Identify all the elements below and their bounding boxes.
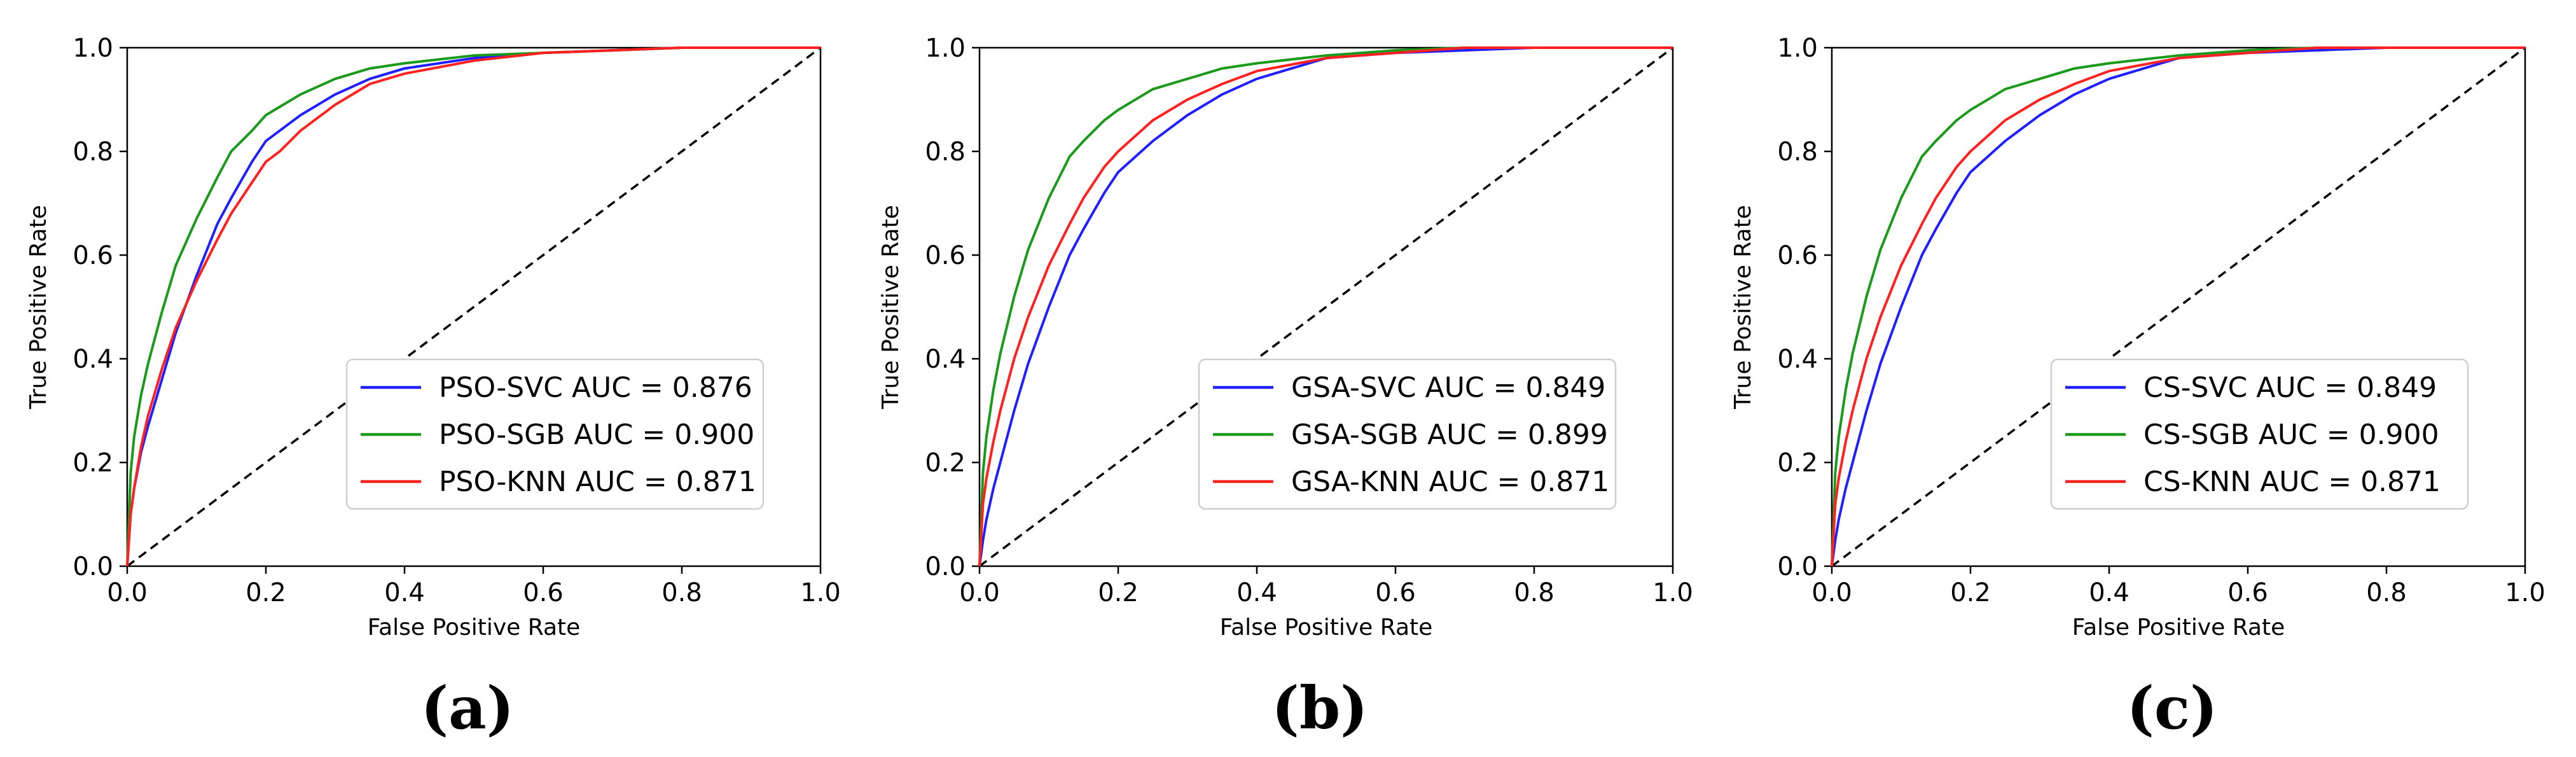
y-tick-label: 0.4	[925, 345, 966, 374]
y-tick-label: 0.0	[1777, 552, 1818, 581]
roc-series-line-3	[1831, 46, 2525, 567]
y-axis-label: True Positive Rate	[1730, 205, 1756, 410]
roc-chart-svg: 0.0 0.2 0.4 0.6 0.8 1.0 0.0 0.2 0.4 0.6 0.8 1.0 Fals…	[878, 34, 1693, 742]
roc-panel-b: 0.0 0.2 0.4 0.6 0.8 1.0 0.0 0.2 0.4 0.6 0.8 1.0 Fals…	[852, 0, 1705, 757]
y-tick-label: 0.2	[1777, 448, 1818, 478]
y-tick-label: 0.8	[73, 137, 113, 167]
y-axis-label: True Positive Rate	[25, 205, 52, 410]
x-tick-label: 0.2	[1950, 578, 1991, 608]
panel-caption: (b)	[1271, 674, 1368, 742]
y-tick-label: 0.2	[73, 448, 113, 478]
y-tick-label: 0.8	[925, 137, 966, 167]
roc-panel-c: 0.0 0.2 0.4 0.6 0.8 1.0 0.0 0.2 0.4 0.6 0.8 1.0 Fals…	[1705, 0, 2557, 757]
roc-series-line-3	[126, 46, 821, 567]
x-tick-label: 1.0	[1652, 578, 1693, 608]
x-tick-label: 0.6	[1375, 578, 1416, 608]
legend-entry-label: GSA-SVC AUC = 0.849	[1291, 372, 1605, 404]
y-tick-label: 0.8	[1777, 137, 1818, 167]
roc-series-line-3	[978, 46, 1673, 567]
chance-diagonal-line	[1831, 46, 2526, 567]
y-axis-label: True Positive Rate	[878, 205, 904, 410]
chance-diagonal-line	[126, 46, 822, 567]
legend-entry-label: CS-KNN AUC = 0.871	[2143, 466, 2441, 498]
y-tick-label: 0.4	[1777, 345, 1818, 374]
x-tick-label: 1.0	[2505, 578, 2545, 608]
plot-frame	[978, 46, 1674, 567]
x-tick-label: 0.8	[661, 578, 702, 608]
x-tick-label: 0.0	[107, 578, 148, 608]
legend-box	[345, 358, 765, 510]
x-tick-label: 0.8	[2366, 578, 2407, 608]
x-axis-label: False Positive Rate	[368, 615, 581, 641]
y-tick-label: 0.6	[73, 241, 113, 270]
legend-entry-label: GSA-KNN AUC = 0.871	[1291, 466, 1609, 498]
x-tick-label: 0.4	[384, 578, 425, 608]
x-axis-label: False Positive Rate	[2072, 615, 2285, 641]
plot-frame	[1831, 46, 2526, 567]
x-tick-label: 0.4	[1236, 578, 1277, 608]
roc-panel-a: 0.0 0.2 0.4 0.6 0.8 1.0 0.0 0.2 0.4 0.6 0.8 1.0 Fals…	[0, 0, 852, 757]
x-tick-label: 0.2	[246, 578, 286, 608]
chance-diagonal-line	[978, 46, 1674, 567]
y-tick-label: 0.6	[925, 241, 966, 270]
plot-frame	[126, 46, 822, 567]
x-axis-label: False Positive Rate	[1220, 615, 1433, 641]
y-tick-label: 1.0	[925, 34, 966, 63]
y-tick-label: 0.4	[73, 345, 113, 374]
panel-caption: (c)	[2126, 674, 2217, 742]
y-tick-label: 0.2	[925, 448, 966, 478]
x-tick-label: 1.0	[800, 578, 841, 608]
legend-box	[1198, 358, 1617, 510]
legend-box	[2050, 358, 2469, 510]
x-tick-label: 0.4	[2089, 578, 2129, 608]
x-tick-label: 0.0	[1811, 578, 1852, 608]
x-tick-label: 0.6	[2227, 578, 2268, 608]
legend-entry-label: GSA-SGB AUC = 0.899	[1291, 419, 1608, 451]
legend-entry-label: PSO-SGB AUC = 0.900	[439, 419, 754, 451]
roc-chart-svg: 0.0 0.2 0.4 0.6 0.8 1.0 0.0 0.2 0.4 0.6 0.8 1.0 Fals…	[1730, 34, 2545, 742]
y-tick-label: 0.0	[925, 552, 966, 581]
x-tick-label: 0.6	[523, 578, 564, 608]
y-tick-label: 1.0	[73, 34, 113, 63]
y-tick-label: 0.6	[1777, 241, 1818, 270]
y-tick-label: 1.0	[1777, 34, 1818, 63]
x-tick-label: 0.2	[1098, 578, 1139, 608]
legend-entry-label: PSO-SVC AUC = 0.876	[439, 372, 752, 404]
panel-caption: (a)	[421, 674, 515, 742]
roc-chart-svg: 0.0 0.2 0.4 0.6 0.8 1.0 0.0 0.2 0.4 0.6 0.8 1.0 Fals…	[25, 34, 841, 742]
legend-entry-label: PSO-KNN AUC = 0.871	[439, 466, 756, 498]
legend-entry-label: CS-SGB AUC = 0.900	[2143, 419, 2439, 451]
x-tick-label: 0.0	[959, 578, 1000, 608]
legend-entry-label: CS-SVC AUC = 0.849	[2143, 372, 2437, 404]
x-tick-label: 0.8	[1514, 578, 1555, 608]
y-tick-label: 0.0	[73, 552, 113, 581]
